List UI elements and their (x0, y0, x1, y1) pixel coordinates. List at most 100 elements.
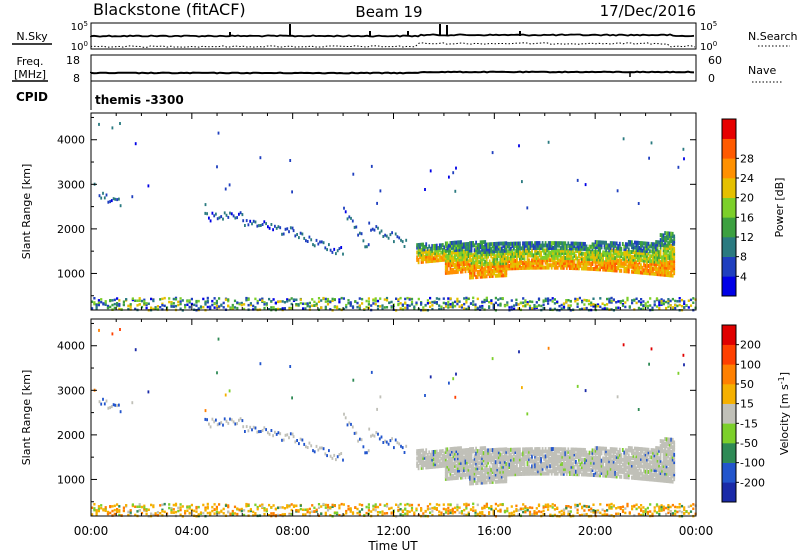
data-cell (109, 200, 111, 203)
data-cell (207, 506, 209, 509)
data-cell (556, 301, 558, 304)
data-cell (330, 249, 332, 252)
data-cell (391, 512, 393, 515)
data-cell (273, 504, 275, 507)
data-cell (445, 303, 447, 306)
data-cell (184, 304, 186, 307)
data-cell (284, 301, 286, 304)
data-cell (663, 506, 665, 509)
data-cell (356, 508, 358, 511)
data-cell (180, 297, 182, 300)
data-cell (465, 507, 467, 510)
data-cell (329, 507, 331, 510)
data-cell (497, 510, 499, 513)
data-cell (293, 504, 295, 507)
data-cell (468, 504, 470, 507)
data-cell (484, 505, 486, 508)
data-cell (483, 451, 485, 455)
data-cell (245, 299, 247, 302)
data-cell (545, 454, 547, 458)
data-cell (150, 298, 152, 301)
data-cell (98, 510, 100, 513)
data-cell (527, 303, 529, 306)
data-cell (168, 507, 170, 510)
data-cell (552, 503, 554, 506)
data-cell (98, 299, 100, 302)
colorbar-tick-label: 4 (740, 270, 747, 283)
data-cell (683, 512, 685, 515)
data-cell (556, 507, 558, 510)
data-cell (318, 301, 320, 304)
data-cell (249, 220, 251, 223)
data-cell (352, 512, 354, 515)
data-cell (324, 246, 326, 249)
data-cell (291, 190, 293, 193)
data-cell (148, 509, 150, 512)
data-cell (436, 297, 438, 300)
data-cell (161, 510, 163, 513)
data-cell (545, 248, 547, 252)
data-cell (470, 508, 472, 511)
data-cell (563, 512, 565, 515)
data-cell (152, 506, 154, 509)
data-cell (481, 507, 483, 510)
data-cell (218, 132, 220, 135)
data-cell (277, 301, 279, 304)
data-cell (443, 297, 445, 300)
data-cell (622, 506, 624, 509)
data-cell (356, 512, 358, 515)
data-cell (307, 240, 309, 243)
data-cell (193, 304, 195, 307)
data-cell (511, 505, 513, 508)
data-cell (624, 301, 626, 304)
data-cell (483, 267, 485, 271)
data-cell (245, 505, 247, 508)
data-cell (483, 245, 485, 249)
data-cell (604, 510, 606, 513)
data-cell (483, 473, 485, 477)
data-cell (436, 301, 438, 304)
data-cell (592, 504, 594, 507)
data-cell (636, 302, 638, 305)
data-cell (506, 507, 508, 510)
data-cell (300, 302, 302, 305)
data-cell (111, 304, 113, 307)
data-cell (434, 450, 436, 454)
data-cell (543, 304, 545, 307)
data-cell (429, 508, 431, 511)
data-cell (521, 246, 523, 250)
freq-label-1: Freq. (16, 55, 43, 68)
data-cell (173, 508, 175, 511)
data-cell (620, 300, 622, 303)
data-cell (294, 234, 296, 237)
data-cell (159, 512, 161, 515)
data-cell (490, 508, 492, 511)
data-cell (604, 307, 606, 310)
data-cell (257, 302, 259, 305)
data-cell (536, 511, 538, 514)
data-cell (248, 223, 250, 226)
data-cell (690, 510, 692, 513)
data-cell (130, 303, 132, 306)
data-cell (352, 220, 354, 223)
data-cell (316, 239, 318, 242)
data-cell (450, 509, 452, 512)
data-cell (552, 506, 554, 509)
data-cell (93, 503, 95, 506)
data-cell (304, 513, 306, 516)
data-cell (519, 242, 521, 246)
data-cell (615, 301, 617, 304)
data-cell (567, 307, 569, 310)
data-cell (380, 189, 382, 192)
data-cell (295, 303, 297, 306)
data-cell (577, 512, 579, 515)
data-cell (259, 505, 261, 508)
data-cell (590, 302, 592, 305)
data-cell (479, 305, 481, 308)
data-cell (374, 229, 376, 232)
data-cell (311, 298, 313, 301)
data-cell (502, 503, 504, 506)
data-cell (678, 166, 680, 169)
data-cell (499, 503, 501, 506)
data-cell (391, 507, 393, 510)
